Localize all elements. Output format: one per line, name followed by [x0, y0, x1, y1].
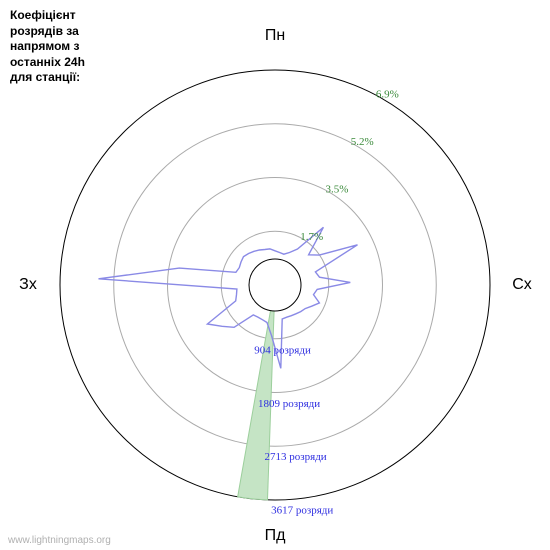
dir-east: Сх — [512, 276, 532, 294]
count-ring-label: 3617 розряди — [271, 505, 333, 517]
count-ring-label: 904 розряди — [254, 344, 311, 356]
pct-ring-label: 5.2% — [351, 136, 374, 148]
footer-attribution: www.lightningmaps.org — [8, 535, 111, 546]
pct-ring-label: 6.9% — [376, 89, 399, 101]
pct-ring-label: 3.5% — [325, 184, 348, 196]
dir-west: Зх — [19, 276, 37, 294]
dir-north: Пн — [265, 27, 285, 45]
count-ring-label: 2713 розряди — [265, 451, 327, 463]
center-disc — [249, 259, 301, 311]
chart-title: Коефіцієнт розрядів за напрямом з останн… — [10, 8, 85, 86]
count-ring-label: 1809 розряди — [258, 398, 320, 410]
direction-series — [99, 227, 358, 368]
dir-south: Пд — [265, 527, 286, 545]
pct-ring-label: 1.7% — [300, 231, 323, 243]
